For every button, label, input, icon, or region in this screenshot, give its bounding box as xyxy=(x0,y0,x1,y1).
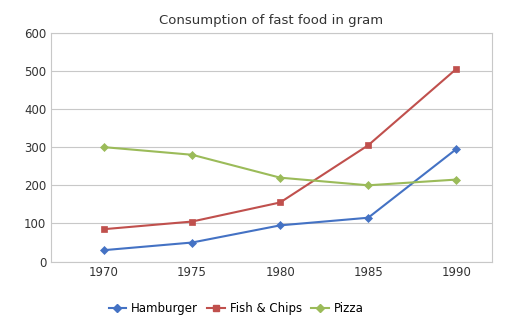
Legend: Hamburger, Fish & Chips, Pizza: Hamburger, Fish & Chips, Pizza xyxy=(109,302,364,315)
Pizza xyxy=(453,178,459,181)
Title: Consumption of fast food in gram: Consumption of fast food in gram xyxy=(159,14,383,27)
Fish & Chips xyxy=(101,227,107,231)
Pizza xyxy=(101,145,107,149)
Fish & Chips xyxy=(453,67,459,71)
Fish & Chips xyxy=(189,220,195,224)
Line: Hamburger: Hamburger xyxy=(101,146,459,253)
Fish & Chips xyxy=(277,200,283,204)
Line: Pizza: Pizza xyxy=(101,145,459,188)
Hamburger xyxy=(189,241,195,245)
Line: Fish & Chips: Fish & Chips xyxy=(101,66,459,232)
Hamburger xyxy=(101,248,107,252)
Hamburger xyxy=(277,223,283,227)
Pizza xyxy=(189,153,195,157)
Pizza xyxy=(365,183,371,187)
Pizza xyxy=(277,176,283,180)
Fish & Chips xyxy=(365,143,371,147)
Hamburger xyxy=(365,216,371,220)
Hamburger xyxy=(453,147,459,151)
